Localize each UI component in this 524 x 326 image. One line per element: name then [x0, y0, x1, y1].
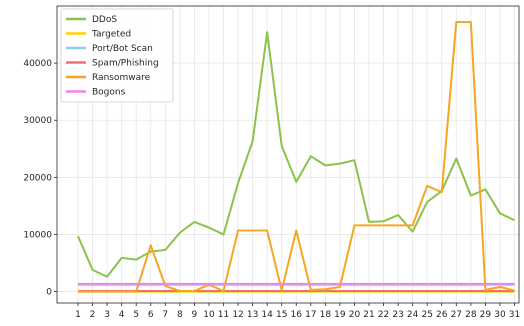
y-tick-label: 10000 — [23, 230, 52, 240]
x-tick-label: 16 — [291, 310, 303, 320]
x-tick-label: 28 — [465, 310, 477, 320]
legend-label-spam-phishing: Spam/Phishing — [92, 59, 159, 69]
x-tick-label: 9 — [192, 310, 198, 320]
legend-box — [60, 8, 174, 103]
x-tick-label: 17 — [305, 310, 316, 320]
plot-frame — [56, 5, 520, 304]
x-tick-label: 18 — [320, 310, 332, 320]
series-line-ransomware — [78, 20, 515, 293]
x-tick-label: 6 — [148, 310, 154, 320]
x-tick-label: 1 — [75, 310, 81, 320]
series-layer — [77, 20, 515, 293]
x-tick-label: 24 — [407, 310, 419, 320]
y-tick-label: 40000 — [23, 59, 52, 69]
legend-label-bogons: Bogons — [92, 88, 126, 98]
x-tick-label: 8 — [177, 310, 183, 320]
x-tick-label: 5 — [133, 310, 139, 320]
x-tick-label: 31 — [509, 310, 520, 320]
y-tick-label: 20000 — [23, 173, 52, 183]
x-tick-label: 3 — [104, 310, 110, 320]
x-tick-label: 25 — [421, 310, 432, 320]
x-tick-label: 12 — [232, 310, 243, 320]
x-tick-label: 4 — [119, 310, 125, 320]
legend: DDoS Targeted Port/Bot Scan Spam/Phishing Ra… — [60, 8, 174, 103]
x-tick-label: 20 — [349, 310, 361, 320]
x-tick-label: 7 — [162, 310, 168, 320]
legend-label-ransomware: Ransomware — [92, 73, 151, 83]
x-tick-label: 10 — [203, 310, 215, 320]
x-tick-label: 22 — [378, 310, 389, 320]
y-tick-label: 30000 — [23, 116, 52, 126]
legend-label-port-bot-scan: Port/Bot Scan — [92, 44, 153, 54]
x-tick-label: 11 — [218, 310, 229, 320]
x-tick-label: 19 — [334, 310, 346, 320]
x-tick-label: 15 — [276, 310, 287, 320]
legend-label-targeted: Targeted — [91, 30, 131, 40]
x-tick-label: 2 — [90, 310, 96, 320]
x-tick-label: 27 — [451, 310, 462, 320]
y-tick-label: 0 — [46, 288, 52, 298]
x-tick-label: 14 — [261, 310, 273, 320]
x-tick-label: 26 — [436, 310, 448, 320]
x-tick-label: 13 — [247, 310, 258, 320]
legend-label-ddos: DDoS — [92, 15, 117, 25]
x-tick-label: 21 — [363, 310, 374, 320]
x-tick-label: 23 — [392, 310, 403, 320]
x-tick-label: 29 — [480, 310, 492, 320]
x-tick-label: 30 — [494, 310, 506, 320]
